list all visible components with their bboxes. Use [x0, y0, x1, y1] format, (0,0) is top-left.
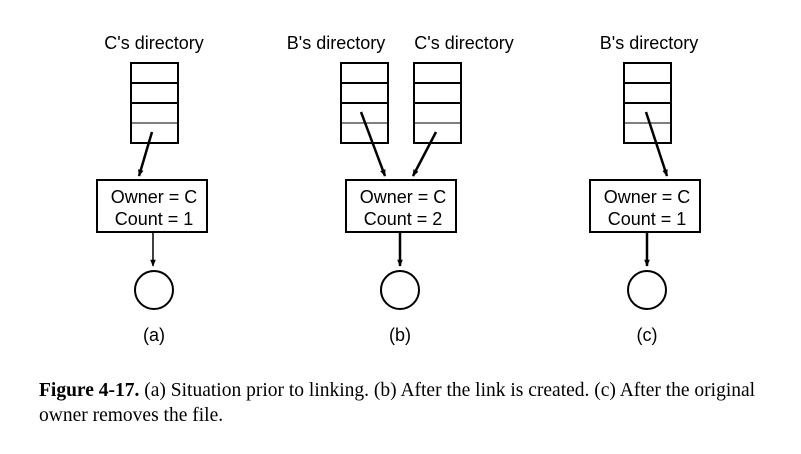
panel-b: B's directory C's directory Owner = C Co… [287, 33, 514, 345]
inode-box [96, 179, 208, 233]
b-directory-label: B's directory [287, 33, 385, 53]
inode-owner: Owner = C [360, 187, 447, 207]
b-directory-label: B's directory [600, 33, 698, 53]
panel-label: (a) [143, 325, 165, 345]
figure-label: Figure 4-17. [39, 380, 140, 401]
inode-box [589, 179, 701, 233]
panel-c: B's directory Owner = C Count = 1 (c) [589, 33, 701, 345]
b-directory-table [623, 62, 672, 144]
directory-entry-arrow [644, 111, 669, 177]
inode-count: Count = 1 [115, 209, 194, 229]
inode-box [345, 179, 457, 233]
panel-label: (b) [389, 325, 411, 345]
file-node [134, 270, 174, 310]
panel-label: (c) [637, 325, 658, 345]
caption-text: (a) Situation prior to linking. (b) Afte… [39, 380, 756, 426]
b-directory-table [340, 62, 389, 144]
c-entry-arrow [411, 131, 438, 177]
inode-count: Count = 1 [608, 209, 687, 229]
file-node [627, 270, 667, 310]
figure-caption: Figure 4-17. (a) Situation prior to link… [39, 378, 769, 428]
c-directory-table [130, 62, 179, 144]
inode-owner: Owner = C [604, 187, 691, 207]
c-directory-table [413, 62, 462, 144]
file-node [380, 270, 420, 310]
c-directory-label: C's directory [104, 33, 203, 53]
directory-entry-arrow [137, 131, 154, 177]
inode-owner: Owner = C [111, 187, 198, 207]
c-directory-label: C's directory [414, 33, 513, 53]
b-entry-arrow [359, 111, 387, 177]
panel-a: C's directory Owner = C Count = 1 (a) [96, 33, 208, 345]
link-diagram: C's directory Owner = C Count = 1 (a) B'… [96, 33, 701, 345]
inode-count: Count = 2 [364, 209, 443, 229]
